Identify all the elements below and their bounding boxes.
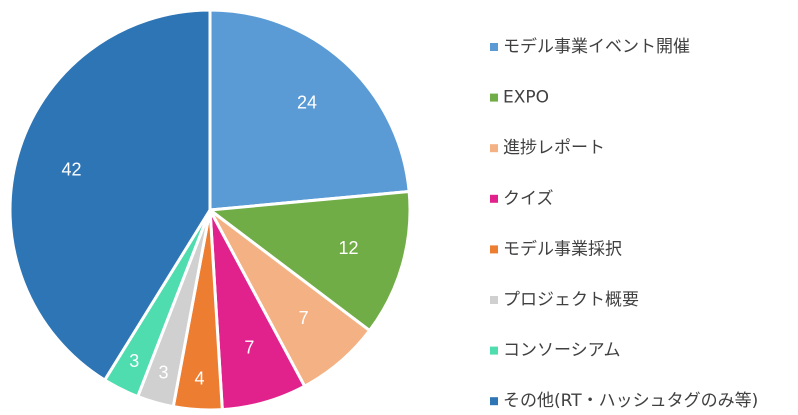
pie-slice bbox=[8, 8, 212, 383]
legend-swatch bbox=[490, 144, 498, 153]
data-label: 4 bbox=[195, 368, 205, 388]
legend-label: モデル事業イベント開催 bbox=[503, 36, 690, 57]
data-label: 24 bbox=[297, 92, 317, 112]
legend-label: コンソーシアム bbox=[503, 341, 620, 361]
legend-swatch bbox=[490, 43, 498, 51]
data-label: 42 bbox=[61, 159, 81, 179]
legend-label: EXPO bbox=[503, 88, 549, 108]
data-label: 3 bbox=[158, 362, 168, 382]
legend-swatch bbox=[490, 296, 498, 304]
legend-swatch bbox=[490, 194, 498, 203]
pie-slice bbox=[206, 189, 412, 333]
legend-swatch bbox=[490, 397, 498, 406]
pie-slice bbox=[208, 8, 411, 212]
data-label: 3 bbox=[129, 351, 139, 371]
legend-label: プロジェクト概要 bbox=[503, 290, 639, 310]
data-label: 7 bbox=[299, 308, 309, 328]
legend-label: モデル事業採択 bbox=[503, 238, 622, 259]
data-label: 7 bbox=[244, 337, 254, 357]
legend-swatch bbox=[490, 245, 498, 254]
legend-label: クイズ bbox=[503, 189, 554, 209]
data-label: 12 bbox=[338, 238, 358, 258]
legend-swatch bbox=[490, 93, 498, 102]
legend-label: 進捗レポート bbox=[503, 138, 605, 158]
legend-label: その他(RT・ハッシュタグのみ等) bbox=[503, 391, 758, 411]
legend-swatch bbox=[490, 346, 498, 355]
